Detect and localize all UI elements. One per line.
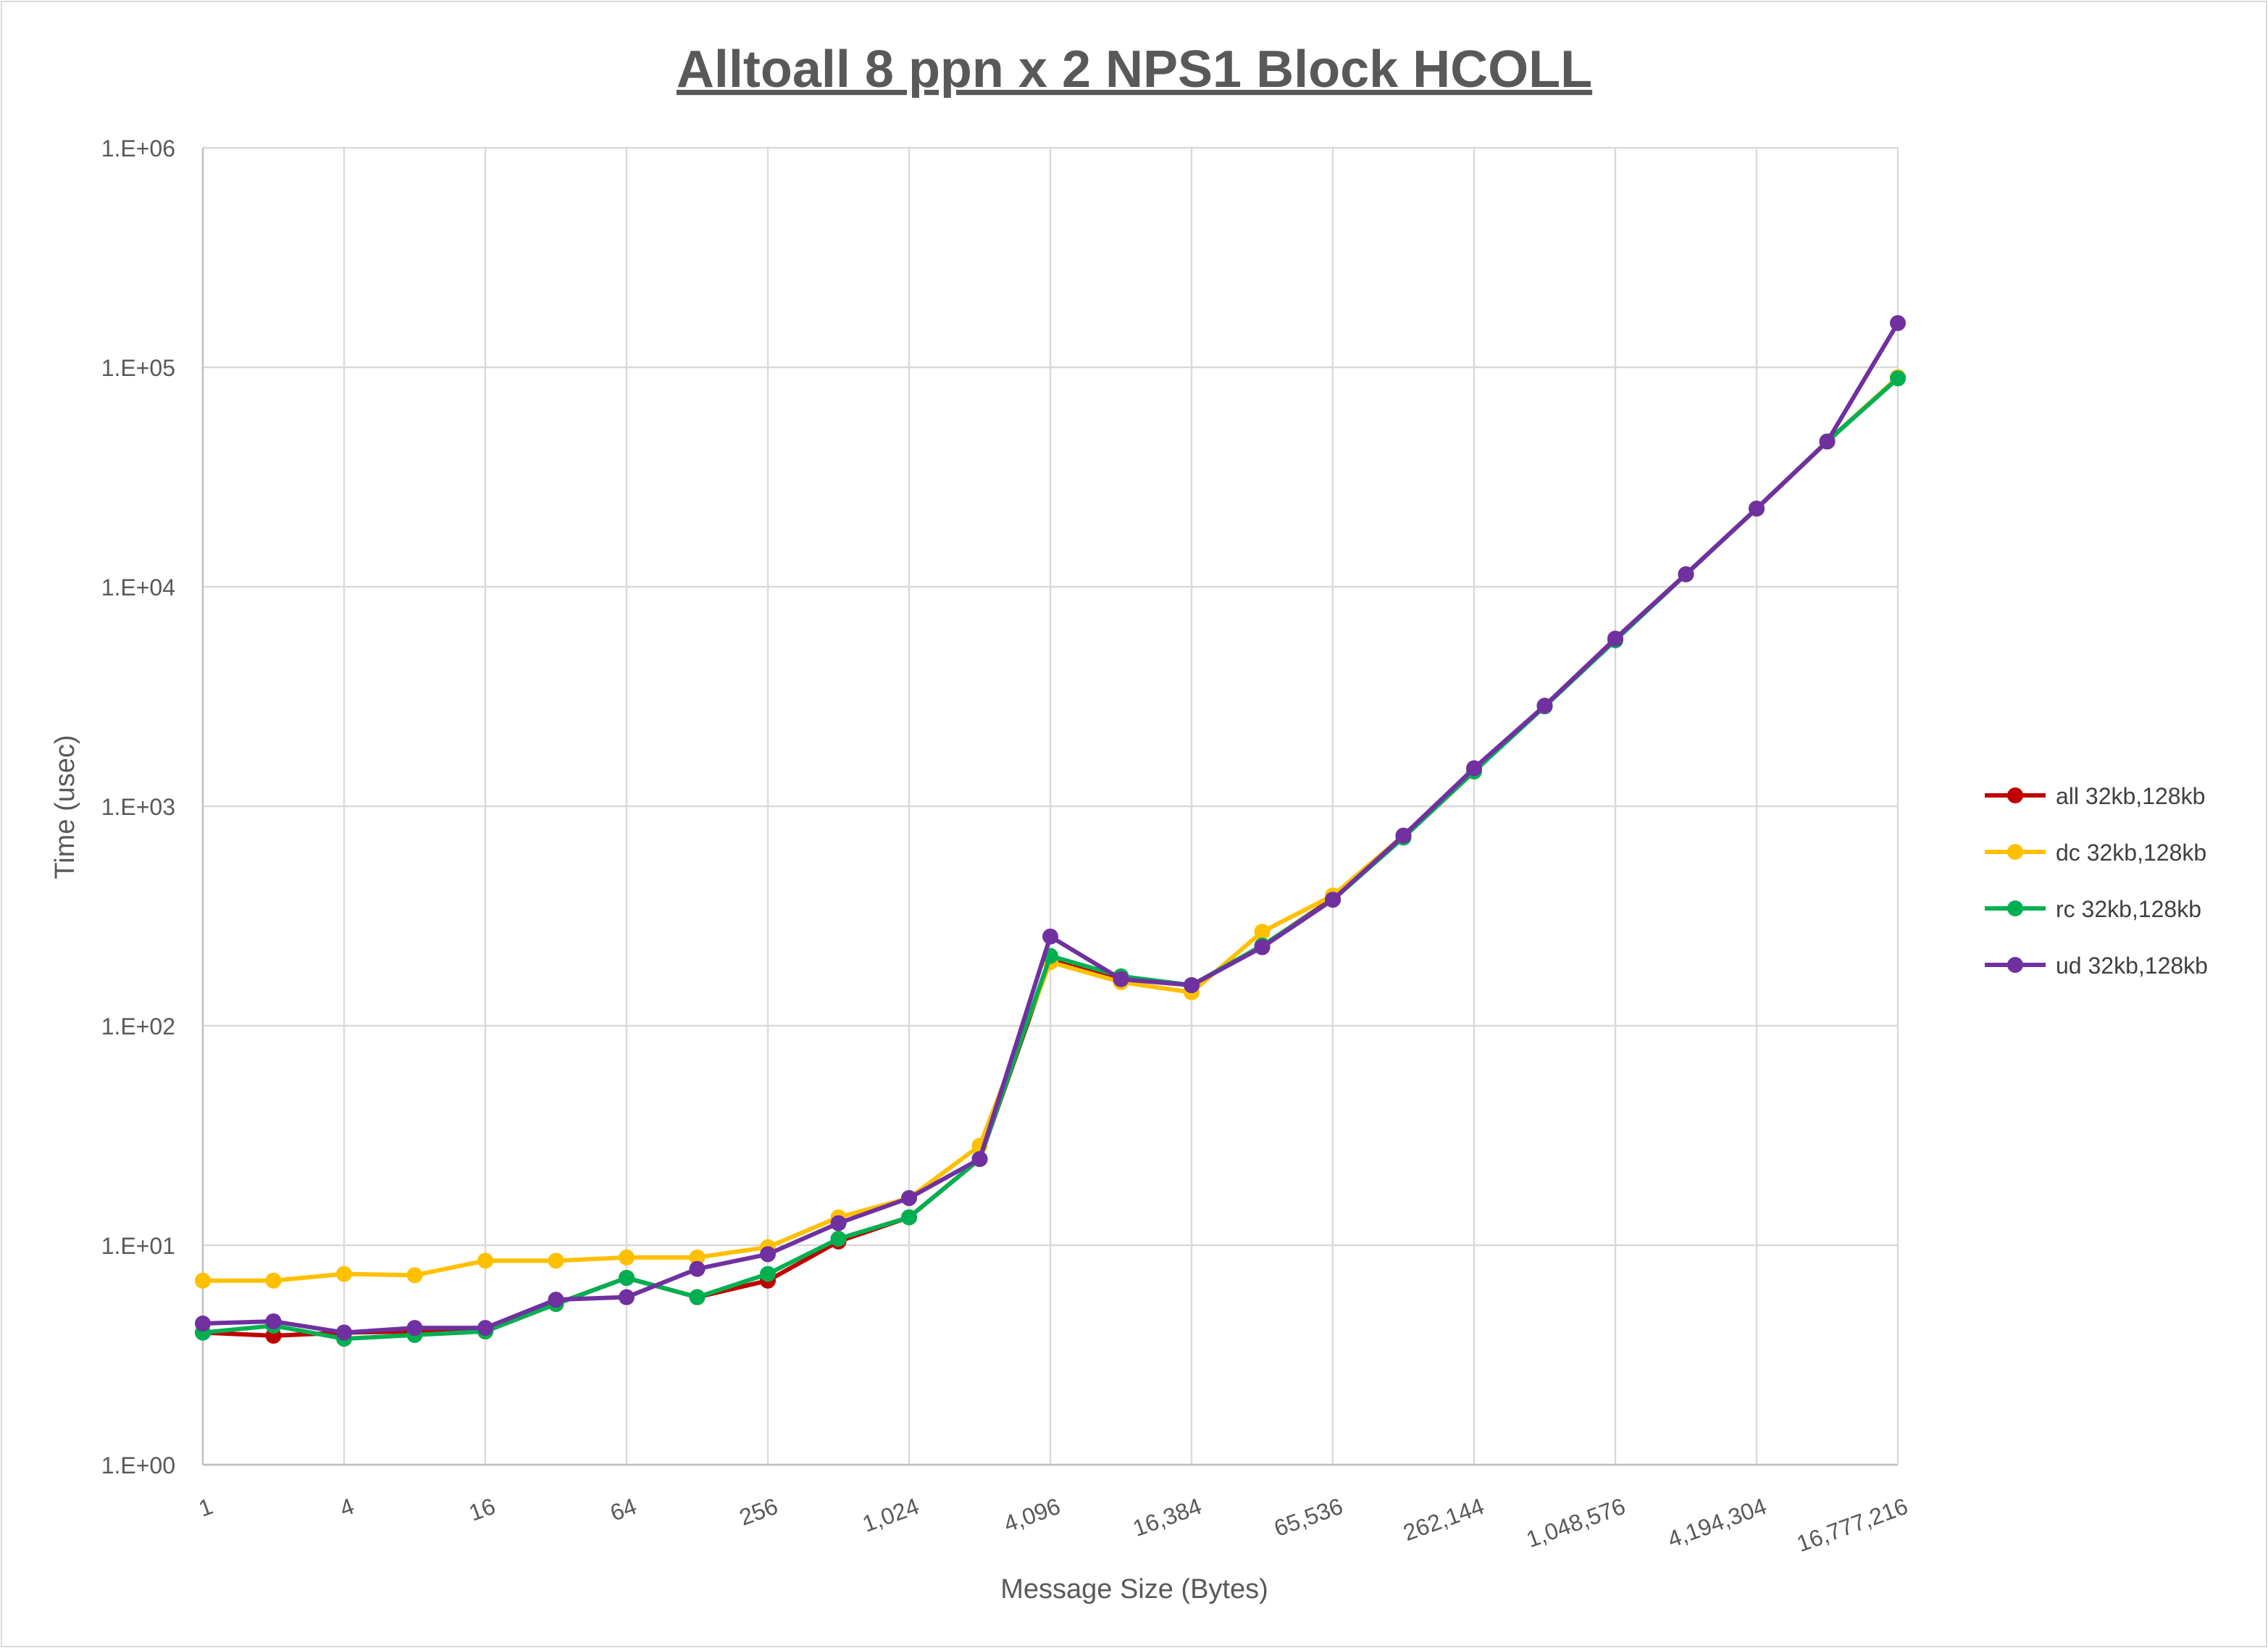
legend-label: ud 32kb,128kb xyxy=(2056,953,2208,979)
y-tick-label: 1.E+01 xyxy=(101,1233,175,1259)
legend: all 32kb,128kb dc 32kb,128kb rc 32kb,128kb… xyxy=(1985,783,2208,979)
gridlines xyxy=(201,146,1899,1466)
data-point xyxy=(1890,370,1906,387)
data-point xyxy=(1819,433,1836,450)
y-tick-label: 1.E+00 xyxy=(101,1452,175,1478)
legend-item: all 32kb,128kb xyxy=(1985,783,2205,809)
data-point xyxy=(195,1272,211,1289)
data-point xyxy=(1184,977,1200,994)
data-point xyxy=(760,1246,776,1263)
legend-marker xyxy=(2007,900,2023,916)
y-tick-label: 1.E+06 xyxy=(101,135,175,162)
chart-title: Alltoall 8 ppn x 2 NPS1 Block HCOLL xyxy=(677,41,1592,99)
data-point xyxy=(619,1249,635,1266)
data-point xyxy=(1395,827,1412,844)
data-point xyxy=(619,1289,635,1305)
series-lines xyxy=(195,314,1906,1347)
legend-marker xyxy=(2007,787,2023,803)
data-point xyxy=(1254,924,1271,940)
data-point xyxy=(548,1252,564,1269)
data-point xyxy=(1607,630,1623,647)
data-point xyxy=(1466,760,1482,777)
y-tick-label: 1.E+03 xyxy=(101,794,175,820)
data-point xyxy=(1749,501,1765,517)
data-point xyxy=(901,1209,917,1226)
data-point xyxy=(1113,971,1129,987)
legend-item: dc 32kb,128kb xyxy=(1985,840,2206,866)
data-point xyxy=(689,1249,706,1266)
series-ud xyxy=(195,314,1906,1341)
data-point xyxy=(477,1320,493,1337)
data-point xyxy=(1325,892,1341,908)
data-point xyxy=(1042,928,1058,945)
legend-marker xyxy=(2007,844,2023,860)
data-point xyxy=(830,1231,847,1247)
legend-label: rc 32kb,128kb xyxy=(2056,896,2201,922)
data-point xyxy=(336,1324,352,1341)
legend-item: rc 32kb,128kb xyxy=(1985,896,2201,922)
y-tick-label: 1.E+04 xyxy=(101,574,175,601)
data-point xyxy=(1890,314,1906,331)
data-point xyxy=(336,1266,352,1282)
x-axis-label: Message Size (Bytes) xyxy=(1000,1574,1268,1605)
data-point xyxy=(689,1289,706,1305)
data-point xyxy=(689,1260,706,1277)
legend-item: ud 32kb,128kb xyxy=(1985,953,2208,979)
y-tick-labels: 1.E+00 1.E+01 1.E+02 1.E+03 1.E+04 1.E+05 1.E+… xyxy=(101,135,175,1478)
data-point xyxy=(1678,566,1694,582)
legend-label: all 32kb,128kb xyxy=(2056,783,2205,809)
data-point xyxy=(477,1252,493,1269)
data-point xyxy=(1536,698,1553,714)
data-point xyxy=(265,1313,282,1330)
data-point xyxy=(619,1270,635,1287)
data-point xyxy=(195,1316,211,1332)
legend-marker xyxy=(2007,957,2023,973)
data-point xyxy=(830,1215,847,1231)
legend-label: dc 32kb,128kb xyxy=(2056,840,2206,866)
data-point xyxy=(406,1267,423,1284)
data-point xyxy=(971,1151,988,1168)
data-point xyxy=(406,1320,423,1337)
data-point xyxy=(548,1292,564,1308)
y-tick-label: 1.E+02 xyxy=(101,1013,175,1040)
data-point xyxy=(760,1266,776,1282)
data-point xyxy=(1254,939,1271,955)
data-point xyxy=(901,1189,917,1206)
data-point xyxy=(265,1272,282,1289)
y-tick-label: 1.E+05 xyxy=(101,355,175,381)
y-axis-label: Time (usec) xyxy=(50,735,80,879)
